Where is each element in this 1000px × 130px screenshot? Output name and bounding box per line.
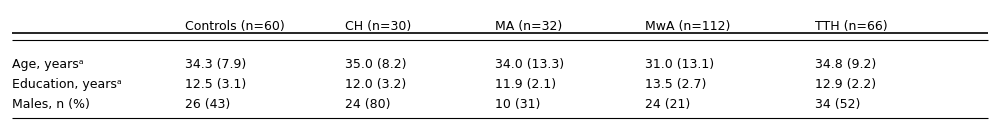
- Text: 12.5 (3.1): 12.5 (3.1): [185, 78, 246, 91]
- Text: 34.0 (13.3): 34.0 (13.3): [495, 58, 564, 71]
- Text: 31.0 (13.1): 31.0 (13.1): [645, 58, 714, 71]
- Text: 34.3 (7.9): 34.3 (7.9): [185, 58, 246, 71]
- Text: CH (n=30): CH (n=30): [345, 20, 411, 33]
- Text: 12.9 (2.2): 12.9 (2.2): [815, 78, 876, 91]
- Text: Controls (n=60): Controls (n=60): [185, 20, 285, 33]
- Text: 34.8 (9.2): 34.8 (9.2): [815, 58, 876, 71]
- Text: Age, yearsᵃ: Age, yearsᵃ: [12, 58, 84, 71]
- Text: 24 (80): 24 (80): [345, 98, 390, 111]
- Text: Education, yearsᵃ: Education, yearsᵃ: [12, 78, 122, 91]
- Text: TTH (n=66): TTH (n=66): [815, 20, 888, 33]
- Text: Males, n (%): Males, n (%): [12, 98, 90, 111]
- Text: 26 (43): 26 (43): [185, 98, 230, 111]
- Text: 24 (21): 24 (21): [645, 98, 690, 111]
- Text: MwA (n=112): MwA (n=112): [645, 20, 730, 33]
- Text: 10 (31): 10 (31): [495, 98, 540, 111]
- Text: 13.5 (2.7): 13.5 (2.7): [645, 78, 706, 91]
- Text: 35.0 (8.2): 35.0 (8.2): [345, 58, 406, 71]
- Text: 11.9 (2.1): 11.9 (2.1): [495, 78, 556, 91]
- Text: 12.0 (3.2): 12.0 (3.2): [345, 78, 406, 91]
- Text: MA (n=32): MA (n=32): [495, 20, 562, 33]
- Text: 34 (52): 34 (52): [815, 98, 860, 111]
